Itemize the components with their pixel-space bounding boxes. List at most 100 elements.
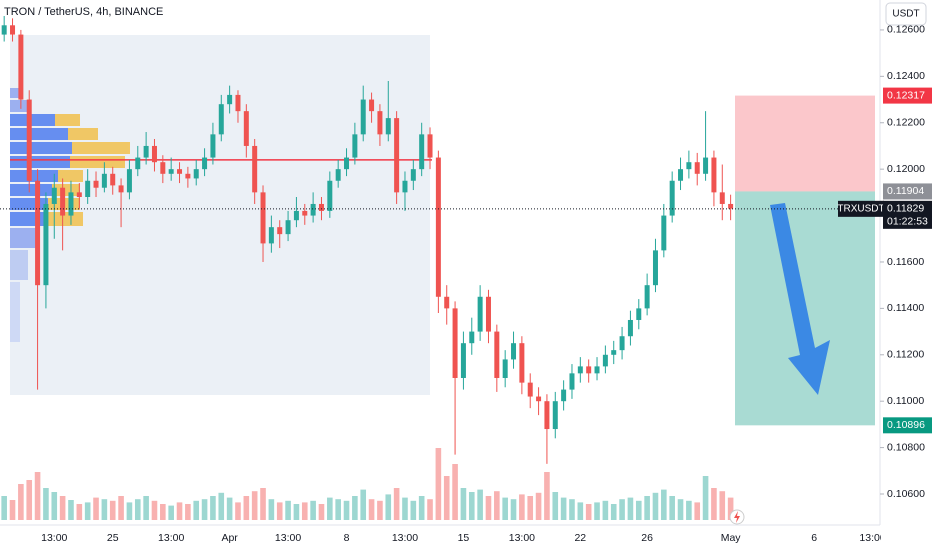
chart-title: TRON / TetherUS, 4h, BINANCE <box>4 6 163 18</box>
candle-body <box>452 308 458 378</box>
candle-body <box>419 134 425 170</box>
axis-mask <box>881 526 932 550</box>
candle-body <box>686 162 692 170</box>
volume-bar <box>343 500 350 520</box>
volume-bar <box>318 504 325 520</box>
candle-body <box>444 296 450 309</box>
candle-body <box>511 343 517 360</box>
profile-bar <box>10 156 70 168</box>
candle-body <box>394 118 400 193</box>
candle-body <box>193 169 199 179</box>
candle-body <box>177 169 183 174</box>
volume-bar <box>427 499 433 520</box>
price-axis <box>880 0 932 550</box>
volume-bar <box>510 499 517 520</box>
candle-body <box>661 215 667 251</box>
x-tick-label: 13:00 <box>859 532 885 544</box>
candle-body <box>435 157 441 297</box>
volume-bar <box>661 489 667 520</box>
volume-bar <box>502 497 508 520</box>
stop-zone <box>735 95 875 192</box>
x-tick-label: 22 <box>574 532 586 544</box>
volume-bar <box>610 504 617 520</box>
candle-body <box>602 354 608 367</box>
volume-bar <box>652 492 659 520</box>
profile-bar <box>68 128 98 140</box>
volume-bar <box>276 502 283 520</box>
candle-body <box>552 401 558 430</box>
volume-bar <box>18 484 24 520</box>
volume-bar <box>560 497 567 520</box>
volume-bar <box>9 500 16 520</box>
currency-button[interactable] <box>885 2 927 26</box>
candle-body <box>243 111 249 146</box>
volume-bar <box>393 488 400 520</box>
volume-bar <box>176 502 183 520</box>
profile-bar <box>10 170 58 182</box>
y-tick-label: 0.10800 <box>887 441 925 453</box>
volume-bar <box>494 491 500 520</box>
candle-body <box>344 157 350 170</box>
plot-area <box>1 16 875 520</box>
volume-bar <box>109 500 116 520</box>
stop-box <box>883 87 932 104</box>
candle-body <box>719 192 725 204</box>
volume-bar <box>118 496 124 520</box>
volume-bar <box>59 496 66 520</box>
volume-bar <box>126 502 133 520</box>
volume-bar <box>452 464 458 520</box>
volume-bar <box>635 500 642 520</box>
candle-body <box>703 157 709 174</box>
candle-body <box>469 331 475 344</box>
candle-body <box>594 366 600 374</box>
candle-body <box>711 157 717 193</box>
volume-bar <box>360 489 367 520</box>
candle-body <box>76 192 82 198</box>
volume-bar <box>101 499 108 520</box>
candle-body <box>694 162 700 174</box>
last-price-box <box>883 200 932 229</box>
profile-bar <box>58 170 83 182</box>
candle-body <box>293 210 299 221</box>
volume-bar <box>201 499 208 520</box>
x-tick-label: 13:00 <box>509 532 535 544</box>
volume-bar <box>477 489 483 520</box>
candle-body <box>185 173 191 179</box>
candle-body <box>636 308 642 320</box>
candle-body <box>302 210 308 216</box>
x-tick-label: 6 <box>811 532 817 544</box>
volume-bar <box>134 499 141 520</box>
volume-bar <box>51 492 58 520</box>
y-tick-label: 0.12600 <box>887 24 925 36</box>
entry-box <box>883 183 932 200</box>
volume-bar <box>644 496 650 520</box>
candle-body <box>85 180 91 198</box>
x-tick-label: 13:00 <box>158 532 184 544</box>
volume-bar <box>34 472 41 520</box>
candle-body <box>561 389 567 402</box>
volume-bar <box>519 494 525 520</box>
x-tick-label: 26 <box>641 532 653 544</box>
profile-bar <box>10 88 20 98</box>
volume-bar <box>711 488 717 520</box>
volume-bar <box>627 497 634 520</box>
profile-bar <box>55 114 80 126</box>
candle-body <box>360 99 366 135</box>
candle-body <box>218 104 224 135</box>
candle-body <box>586 366 592 374</box>
candle-body <box>611 350 617 355</box>
candle-body <box>519 343 525 383</box>
candle-body <box>385 118 391 135</box>
volume-bar <box>251 491 258 520</box>
volume-bar <box>669 496 675 520</box>
currency[interactable]: USDT <box>892 9 919 20</box>
candle-body <box>536 396 542 402</box>
profile-bar <box>10 100 28 112</box>
volume-bar <box>468 492 475 520</box>
x-tick-label: Apr <box>221 532 238 544</box>
volume-bar <box>619 499 625 520</box>
candle-body <box>10 25 16 35</box>
candle-body <box>210 134 216 158</box>
volume-profile <box>10 88 130 342</box>
candle-body <box>1 25 7 35</box>
